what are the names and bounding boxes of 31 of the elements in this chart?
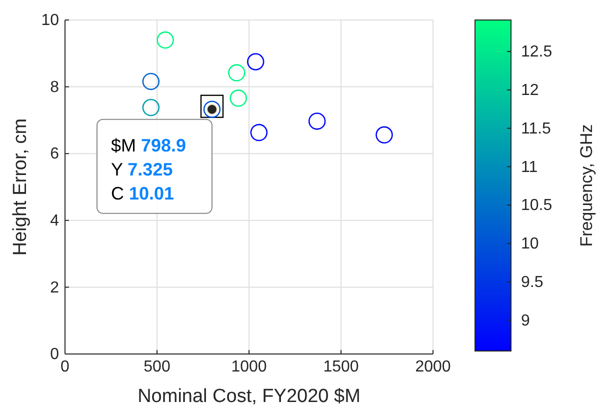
color-bar-label: 10.5 [521, 197, 552, 214]
point [308, 112, 326, 130]
annotation: $M 798.9 Y 7.325 C 10.01 [111, 135, 186, 204]
color-bar-label: 9 [521, 312, 530, 330]
point [142, 98, 160, 116]
color-bar-label: 12 [521, 82, 539, 100]
color-bar-label: 12.5 [521, 44, 552, 61]
point [230, 90, 247, 107]
color-bar-title: Frequency, GHz [577, 124, 596, 247]
point [156, 31, 174, 49]
x-tick-label: 2000 [415, 358, 451, 376]
point [228, 64, 246, 82]
point [376, 126, 393, 144]
x-tick-label: 500 [144, 358, 170, 376]
y-tick-label: 2 [50, 279, 60, 296]
x-tick-label: 1500 [323, 358, 359, 376]
y-tick-label: 0 [50, 346, 60, 364]
color-bar-label: 9.5 [521, 274, 544, 291]
y-tick-label: 8 [50, 78, 60, 96]
y-tick-label: 4 [50, 212, 60, 230]
point [246, 53, 264, 70]
y-axis-title: Height Error, cm [10, 118, 31, 256]
x-axis-title: Nominal Cost, FY2020 $M [138, 386, 360, 407]
color-bar-label: 10 [521, 236, 539, 253]
y-tick-label: 6 [50, 146, 60, 163]
point [250, 124, 268, 142]
point [142, 72, 160, 90]
x-tick-label: 1000 [231, 358, 267, 376]
y-tick-label: 10 [41, 12, 60, 30]
color-bar-label: 11.5 [521, 120, 552, 138]
color-bar-label: 11 [521, 158, 538, 176]
